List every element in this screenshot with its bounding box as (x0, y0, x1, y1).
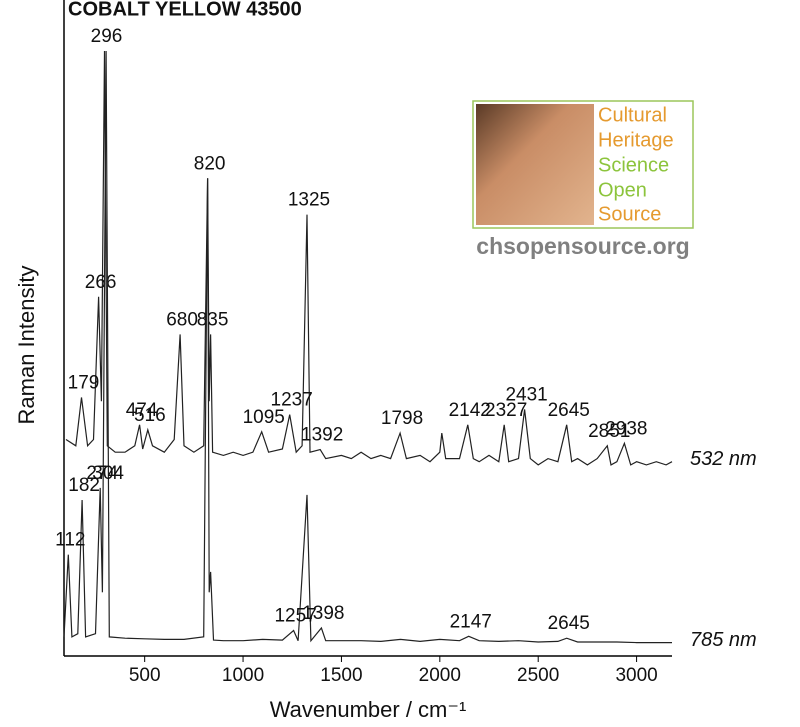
peak-label: 266 (85, 272, 117, 293)
peak-label: 474 (126, 400, 158, 421)
peak-label: 2142 (449, 400, 491, 421)
peak-label: 2431 (505, 385, 547, 406)
x-tick-label: 1000 (222, 665, 264, 686)
logo-text: Heritage (598, 129, 674, 151)
logo-text: Open (598, 179, 647, 201)
peak-label: 1325 (288, 190, 330, 211)
logo: Cultural Heritage Science Open Source ch… (472, 100, 694, 259)
peak-label: 516 (134, 405, 166, 426)
chart-title: COBALT YELLOW 43500 (68, 0, 302, 20)
peak-label: 179 (68, 372, 100, 393)
x-tick-label: 500 (129, 665, 161, 686)
peak-label: 2851 (588, 421, 630, 442)
peak-label: 112 (55, 530, 85, 551)
peak-label: 1392 (301, 425, 343, 446)
peak-label: 2938 (605, 418, 647, 439)
x-tick-label: 2000 (419, 665, 461, 686)
logo-text: Science (598, 154, 669, 176)
logo-image (476, 104, 594, 225)
peak-label: 1398 (302, 603, 344, 624)
logo-url: chsopensource.org (476, 233, 689, 259)
peak-label: 296 (91, 26, 123, 47)
series-label: 532 nm (690, 448, 757, 470)
peak-label: 1257 (274, 606, 316, 627)
x-axis-label: Wavenumber / cm⁻¹ (270, 697, 467, 722)
peak-label: 274 (86, 463, 118, 484)
x-tick-label: 1500 (320, 665, 362, 686)
peak-label: 304 (92, 463, 124, 484)
series-label: 785 nm (690, 629, 757, 651)
peak-label: 2147 (450, 611, 492, 632)
logo-text: Source (598, 203, 661, 225)
peak-label: 820 (194, 153, 226, 174)
spectrum-line (65, 50, 673, 466)
peak-label: 2327 (485, 400, 527, 421)
peak-label: 1095 (243, 407, 285, 428)
logo-text: Cultural (598, 104, 667, 126)
y-axis-label: Raman Intensity (14, 266, 39, 425)
peak-label: 2645 (548, 613, 590, 634)
x-tick-label: 2500 (517, 665, 559, 686)
peak-label: 2645 (548, 400, 590, 421)
peak-label: 680 (166, 309, 198, 330)
peak-label: 835 (197, 309, 229, 330)
spectrum-line (63, 50, 672, 644)
peak-label: 1237 (271, 390, 313, 411)
peak-label: 182 (68, 475, 100, 496)
peak-label: 1798 (381, 408, 423, 429)
x-tick-label: 3000 (615, 665, 657, 686)
